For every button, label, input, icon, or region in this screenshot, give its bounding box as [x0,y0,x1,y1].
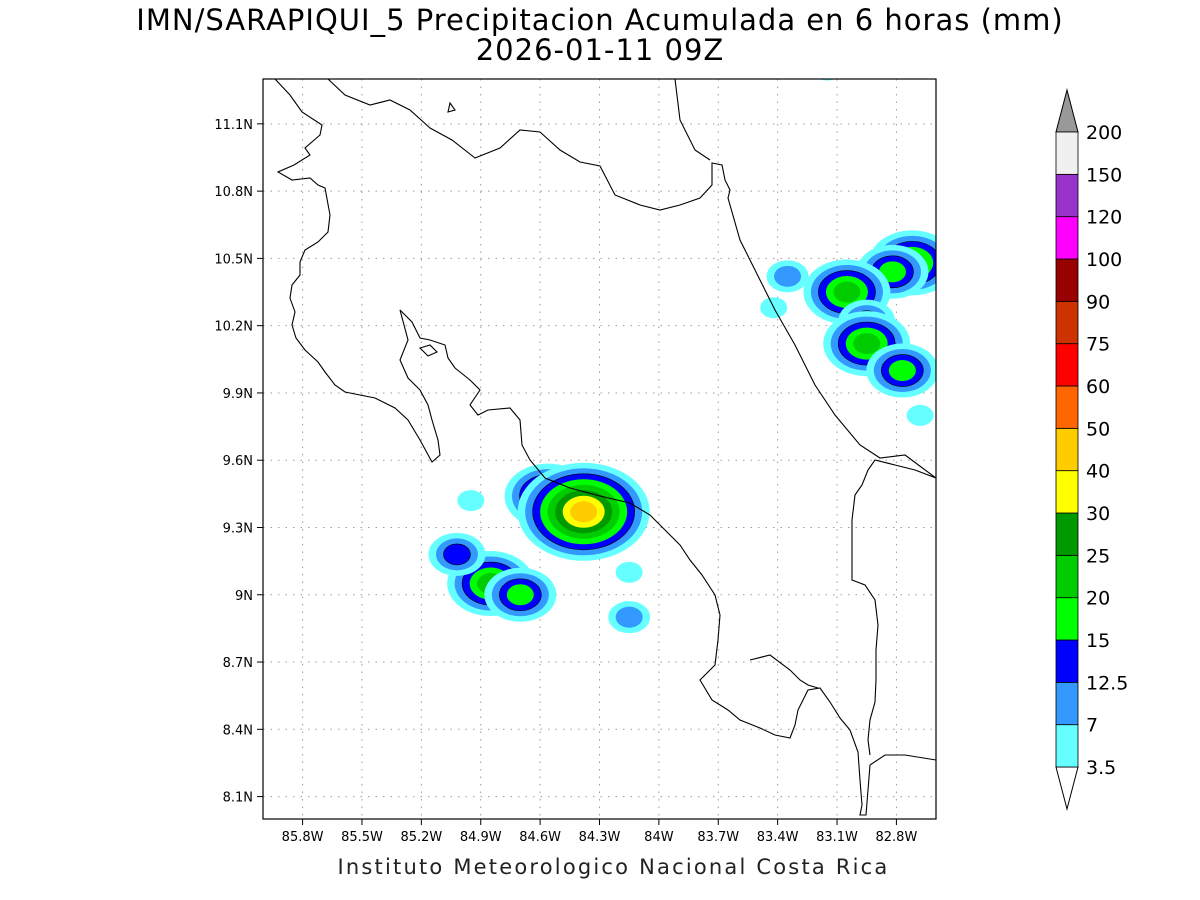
island-nicoya [418,344,438,357]
precip-cell [820,79,835,81]
colorbar-label: 25 [1086,545,1110,567]
y-tick-label: 10.5N [214,252,253,267]
y-tick-label: 8.1N [223,791,253,806]
colorbar-bin [1055,724,1079,768]
colorbar-label: 100 [1086,249,1122,271]
x-tick-label: 82.8W [876,830,918,845]
x-tick-label: 84W [644,830,674,845]
colorbar-bin [1055,639,1079,683]
precip-contour [443,543,471,566]
colorbar-bin [1055,343,1079,387]
coastline-caribbean-north [674,79,711,161]
precip-contour [878,261,906,283]
map-title: IMN/SARAPIQUI_5 Precipitacion Acumulada … [136,3,1064,37]
colorbar-bin [1055,681,1079,726]
precip-cell [906,404,934,426]
precip-contour [833,281,861,303]
y-tick-label: 9.3N [223,521,253,536]
x-tick-label: 84.6W [519,830,561,845]
precip-cell [517,462,650,561]
y-tick-label: 10.8N [214,185,253,200]
y-tick-label: 9N [235,589,253,604]
coastline [274,79,936,816]
colorbar-label: 90 [1086,291,1110,313]
precip-cell [866,343,936,398]
x-tick-label: 83.1W [816,830,858,845]
colorbar-bin [1055,470,1079,514]
colorbar-bin [1055,554,1079,599]
precip-contour [570,501,598,523]
colorbar-label: 30 [1086,503,1110,525]
precip-cell [766,260,809,293]
precip-contour [906,404,934,426]
coastline-osa [749,654,819,689]
colorbar-bin [1055,427,1079,472]
precip-contour [457,490,485,512]
coastline-nicaragua-north [274,79,441,463]
precip-cell [484,567,557,622]
colorbar-label: 75 [1086,334,1110,356]
colorbar-label: 200 [1086,122,1122,144]
x-tick-label: 83.7W [697,830,739,845]
y-tick-label: 8.7N [223,656,253,671]
precip-contour [888,360,916,382]
precip-cell [457,490,485,512]
axis-ticks: 85.8W 85.5W 85.2W 84.9W 84.6W 84.3W 84W 83.7W 83… [214,118,917,845]
colorbar-label: 150 [1086,164,1122,186]
precip-contour [820,79,835,81]
precip-contour [615,606,643,628]
colorbar-label: 120 [1086,207,1122,229]
x-tick-label: 85.5W [341,830,383,845]
border-panama [851,459,936,756]
colorbar-legend: 3.5 7 12.5 15 20 25 30 40 50 60 75 90 100 120 150 200 [1055,88,1128,811]
y-tick-label: 9.6N [223,454,253,469]
map-subtitle: 2026-01-11 09Z [475,33,725,67]
colorbar-bin [1055,258,1079,302]
colorbar-label: 40 [1086,461,1110,483]
y-tick-label: 9.9N [223,387,253,402]
x-tick-label: 84.9W [460,830,502,845]
coastline-caribbean [327,79,936,479]
colorbar-over-arrow [1055,88,1079,133]
x-tick-label: 83.4W [757,830,799,845]
colorbar-bin [1055,131,1079,175]
x-tick-label: 85.2W [400,830,442,845]
colorbar-bin [1055,385,1079,429]
colorbar-label: 60 [1086,376,1110,398]
y-tick-label: 10.2N [214,320,253,335]
colorbar-label: 12.5 [1086,672,1128,694]
colorbar-under-arrow [1055,766,1079,811]
precip-contour [853,333,881,355]
y-tick-label: 11.1N [214,118,253,133]
precip-contour [506,584,534,606]
precipitation-field [428,79,936,634]
colorbar-bin [1055,173,1079,218]
colorbar-label: 7 [1086,715,1098,737]
precip-cell [428,532,486,576]
colorbar-bin [1055,300,1079,345]
colorbar-label: 3.5 [1086,757,1116,779]
x-tick-label: 85.8W [282,830,324,845]
x-tick-label: 84.3W [579,830,621,845]
precip-cell [608,601,651,634]
precip-cell [615,561,643,583]
precip-contour [774,265,802,287]
colorbar-bin [1055,512,1079,556]
colorbar-label: 15 [1086,630,1110,652]
colorbar-label: 20 [1086,588,1110,610]
y-tick-label: 8.4N [223,723,253,738]
colorbar-bin [1055,597,1079,641]
colorbar-bin [1055,216,1079,260]
coastline-nicoya [399,309,936,816]
precip-cell [803,259,891,325]
precip-contour [615,561,643,583]
island-lake [447,101,456,113]
footer-credit: Instituto Meteorologico Nacional Costa R… [337,855,890,879]
plot-area [263,79,936,819]
colorbar-label: 50 [1086,418,1110,440]
